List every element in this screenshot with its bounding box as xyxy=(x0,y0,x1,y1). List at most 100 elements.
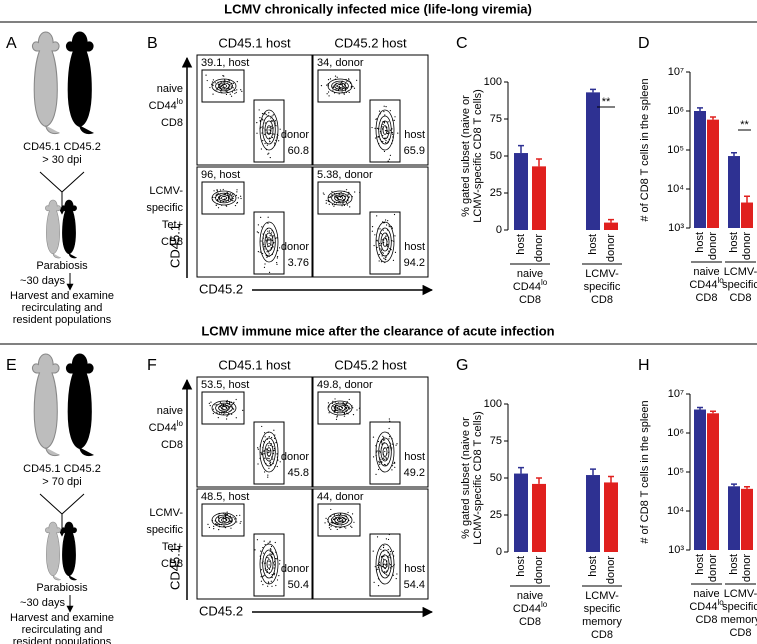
category-label: host xyxy=(587,234,599,255)
gate-label: host xyxy=(404,451,425,463)
gate xyxy=(253,421,285,485)
label-text: CD44 xyxy=(513,281,541,293)
event-dot xyxy=(388,427,390,430)
event-dot xyxy=(269,461,272,463)
contour xyxy=(264,554,274,574)
contour xyxy=(375,109,395,151)
events xyxy=(324,508,398,587)
gate-label: donor xyxy=(281,563,309,575)
event-dot xyxy=(328,196,330,199)
event-dot xyxy=(374,137,377,139)
contour xyxy=(378,227,392,257)
y-tick-label: 50 xyxy=(490,472,502,484)
event-dot xyxy=(371,226,374,228)
mouse-icon xyxy=(31,31,60,135)
label-text: memory xyxy=(721,614,757,626)
event-dot xyxy=(267,474,269,476)
bar xyxy=(741,202,753,228)
outcome-label: Harvest and examine xyxy=(10,290,114,302)
label-line: LCMV- xyxy=(149,507,183,519)
contour xyxy=(334,516,346,524)
event-dot xyxy=(205,74,207,76)
event-dot xyxy=(384,571,386,573)
event-dot xyxy=(261,132,263,134)
event-dot xyxy=(344,83,346,85)
error-bar xyxy=(744,195,750,203)
event-dot xyxy=(276,261,278,264)
column-header: CD45.1 host xyxy=(218,35,291,50)
category-label: host xyxy=(728,554,740,575)
category-label: donor xyxy=(707,232,719,260)
event-dot xyxy=(273,142,276,144)
contour xyxy=(380,232,390,252)
event-dot xyxy=(387,250,390,252)
y-axis-label: % gated subset (naive or xyxy=(460,95,472,217)
event-dot xyxy=(235,91,237,94)
event-dot xyxy=(380,250,383,252)
label-line: CD8 xyxy=(161,439,183,451)
event-dot xyxy=(227,407,229,409)
event-dot xyxy=(225,513,227,516)
event-dot xyxy=(272,235,274,237)
label-line: CD8 xyxy=(519,294,541,306)
error-bar xyxy=(536,477,542,484)
event-dot xyxy=(335,88,337,90)
event-dot xyxy=(265,448,267,450)
event-dot xyxy=(381,255,383,257)
event-dot xyxy=(268,451,270,453)
gate-label: 5.38, donor xyxy=(317,169,373,181)
event-dot xyxy=(236,521,238,523)
contour xyxy=(336,406,344,410)
event-dot xyxy=(263,450,265,452)
event-dot xyxy=(381,251,383,253)
error-bar xyxy=(518,144,524,154)
event-dot xyxy=(268,436,270,438)
panel-letter: H xyxy=(638,357,650,374)
contour xyxy=(215,192,233,204)
event-dot xyxy=(266,556,268,559)
event-dot xyxy=(336,415,338,417)
event-dot xyxy=(266,144,268,146)
event-dot xyxy=(394,251,397,253)
event-dot xyxy=(219,189,222,191)
label-line: Tet+ xyxy=(162,541,183,553)
event-dot xyxy=(264,432,266,434)
event-dot xyxy=(267,222,269,224)
event-dot xyxy=(334,75,337,77)
contour xyxy=(382,559,388,569)
event-dot xyxy=(267,216,269,218)
event-dot xyxy=(391,133,394,135)
event-dot xyxy=(264,112,266,114)
event-dot xyxy=(262,584,264,586)
event-dot xyxy=(265,239,267,241)
event-dot xyxy=(260,550,262,552)
event-dot xyxy=(229,93,231,95)
event-dot xyxy=(273,429,275,431)
event-dot xyxy=(377,568,379,570)
event-dot xyxy=(240,197,242,200)
event-dot xyxy=(229,193,231,195)
event-dot xyxy=(322,192,324,194)
gate xyxy=(201,181,245,215)
event-dot xyxy=(233,518,236,520)
event-dot xyxy=(213,528,215,530)
label-line: specific xyxy=(584,281,621,293)
event-dot xyxy=(354,191,356,193)
event-dot xyxy=(215,204,217,206)
event-dot xyxy=(259,251,261,253)
event-dot xyxy=(329,78,332,80)
event-dot xyxy=(331,204,334,206)
label-line: specific xyxy=(146,202,183,214)
event-dot xyxy=(273,567,275,569)
y-tick-label: 10⁵ xyxy=(667,144,684,156)
gate-label: 39.1, host xyxy=(201,57,249,69)
event-dot xyxy=(377,440,380,443)
event-dot xyxy=(263,246,265,248)
event-dot xyxy=(376,450,378,452)
event-dot xyxy=(276,255,279,258)
event-dot xyxy=(386,246,388,248)
contour xyxy=(375,221,395,263)
event-dot xyxy=(213,525,215,527)
contour xyxy=(266,125,272,135)
event-dot xyxy=(212,408,214,410)
